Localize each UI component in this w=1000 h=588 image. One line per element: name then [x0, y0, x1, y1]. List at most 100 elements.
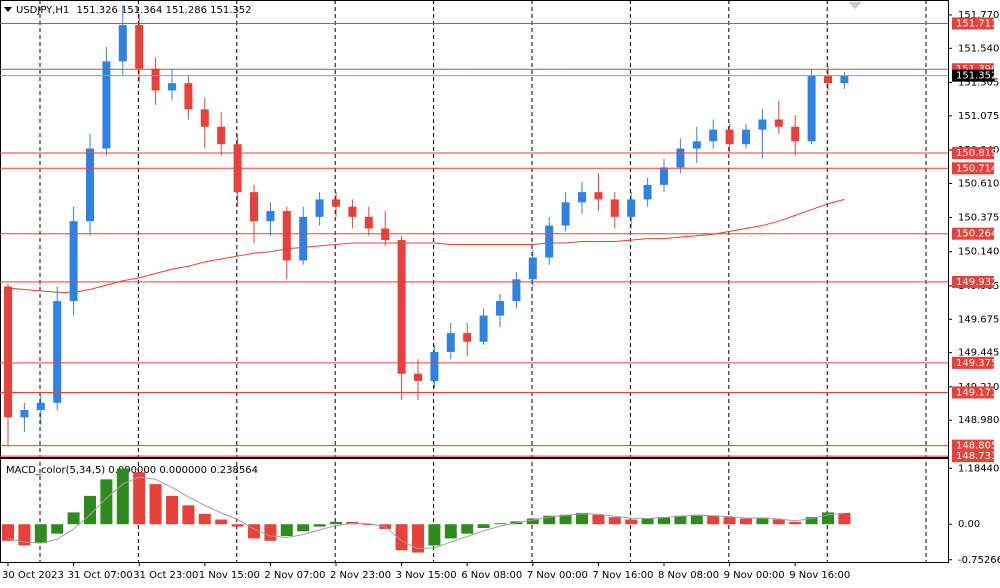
level-label: 150.819 — [956, 148, 997, 159]
candle-body — [4, 286, 12, 418]
candle-body — [200, 109, 209, 127]
level-label: 149.932 — [956, 277, 997, 288]
macd-label: MACD_color(5,34,5) — [6, 465, 105, 476]
y-tick-label: 150.610 — [958, 178, 999, 189]
candle-body — [217, 126, 226, 145]
candle-body — [446, 333, 455, 352]
candle-body — [184, 83, 193, 110]
candle-body — [528, 257, 537, 280]
candle-body — [643, 184, 652, 200]
x-tick-label: 9 Nov 16:00 — [789, 570, 850, 581]
macd-bar — [133, 472, 146, 525]
x-tick-label: 31 Oct 07:00 — [68, 570, 133, 581]
current-price-label: 151.352 — [956, 71, 997, 82]
x-tick-label: 2 Nov 23:00 — [330, 570, 391, 581]
x-tick-label: 1 Nov 15:00 — [199, 570, 260, 581]
candle-body — [69, 221, 78, 302]
candle-body — [430, 351, 439, 382]
candle-body — [742, 129, 750, 145]
x-tick-label: 8 Nov 08:00 — [658, 570, 719, 581]
macd-bar — [166, 495, 178, 525]
level-label-box — [952, 450, 994, 463]
y-tick-label: 149.445 — [958, 348, 999, 359]
candle-body — [53, 301, 62, 403]
macd-bar — [67, 512, 80, 525]
moving-average — [7, 198, 845, 293]
x-tick-label: 9 Nov 00:00 — [724, 570, 785, 581]
macd-readout: 0.000000 — [159, 465, 207, 476]
level-label: 149.375 — [956, 358, 997, 369]
macd-readout: 0.000000 — [108, 465, 156, 476]
level-label-box — [952, 147, 994, 160]
candle-body — [512, 279, 521, 302]
level-label-box — [952, 439, 994, 452]
candle-body — [332, 199, 340, 207]
candle-body — [725, 129, 734, 145]
macd-bar — [543, 515, 556, 525]
macd-bar — [280, 524, 293, 537]
level-label: 149.171 — [956, 387, 997, 398]
level-label-box — [952, 162, 994, 175]
x-tick-label: 3 Nov 15:00 — [396, 570, 457, 581]
macd-bar — [559, 514, 572, 525]
candle-body — [118, 25, 127, 62]
candle-body — [381, 228, 390, 241]
y-tick-label: 148.980 — [958, 415, 999, 426]
y-tick-label: 151.770 — [958, 10, 999, 21]
macd-bar — [707, 515, 720, 525]
x-tick-label: 7 Nov 00:00 — [527, 570, 588, 581]
candle-body — [496, 301, 504, 316]
symbol: USDJPY,H1 — [16, 5, 69, 16]
candle-body — [36, 402, 45, 411]
macd-bar — [297, 524, 310, 532]
low-readout: 151.286 — [166, 5, 207, 16]
macd-bar — [116, 468, 129, 525]
x-tick-label: 31 Oct 23:00 — [133, 570, 198, 581]
candle-body — [758, 119, 767, 130]
macd-bar — [723, 517, 736, 525]
macd-bar — [34, 524, 47, 544]
level-label-box — [952, 386, 994, 399]
candle-body — [86, 148, 94, 222]
macd-bar — [608, 517, 621, 525]
candle-body — [135, 25, 144, 69]
candle-body — [610, 199, 619, 217]
level-label-box — [952, 17, 994, 30]
level-label: 150.714 — [956, 163, 997, 174]
macd-bar — [576, 512, 588, 525]
macd-bar — [740, 518, 752, 525]
candle-body — [676, 148, 685, 168]
macd-readout: 0.238564 — [210, 465, 258, 476]
candle-body — [102, 61, 111, 149]
macd-bar — [772, 519, 785, 525]
macd-bar — [477, 524, 490, 528]
level-label: 148.733 — [956, 451, 997, 462]
macd-bar — [641, 518, 654, 525]
macd-bar — [690, 514, 703, 525]
y-tick-label: 151.305 — [958, 77, 999, 88]
y-tick-label: 151.540 — [958, 43, 999, 54]
candle-body — [660, 167, 668, 185]
high-readout: 151.364 — [121, 5, 162, 16]
macd-bar — [822, 512, 834, 525]
candle-body — [824, 75, 832, 84]
candle-body — [627, 199, 636, 217]
macd-tick-label: -0.752665 — [958, 555, 1000, 566]
shift-marker — [848, 2, 862, 9]
level-label-box — [952, 227, 994, 240]
macd-bar — [313, 524, 326, 527]
macd-bar — [198, 513, 211, 525]
candle-body — [545, 225, 554, 258]
candle-body — [774, 119, 783, 127]
candle-body — [348, 206, 357, 217]
candle-body — [594, 192, 603, 200]
candle-body — [791, 126, 800, 142]
x-tick-label: 6 Nov 08:00 — [461, 570, 522, 581]
macd-bar — [494, 523, 506, 525]
macd-bar — [674, 515, 687, 525]
x-tick-label: 7 Nov 16:00 — [592, 570, 653, 581]
y-tick-label: 151.075 — [958, 111, 999, 122]
level-label-box — [952, 275, 994, 288]
x-tick-label: 2 Nov 07:00 — [264, 570, 325, 581]
